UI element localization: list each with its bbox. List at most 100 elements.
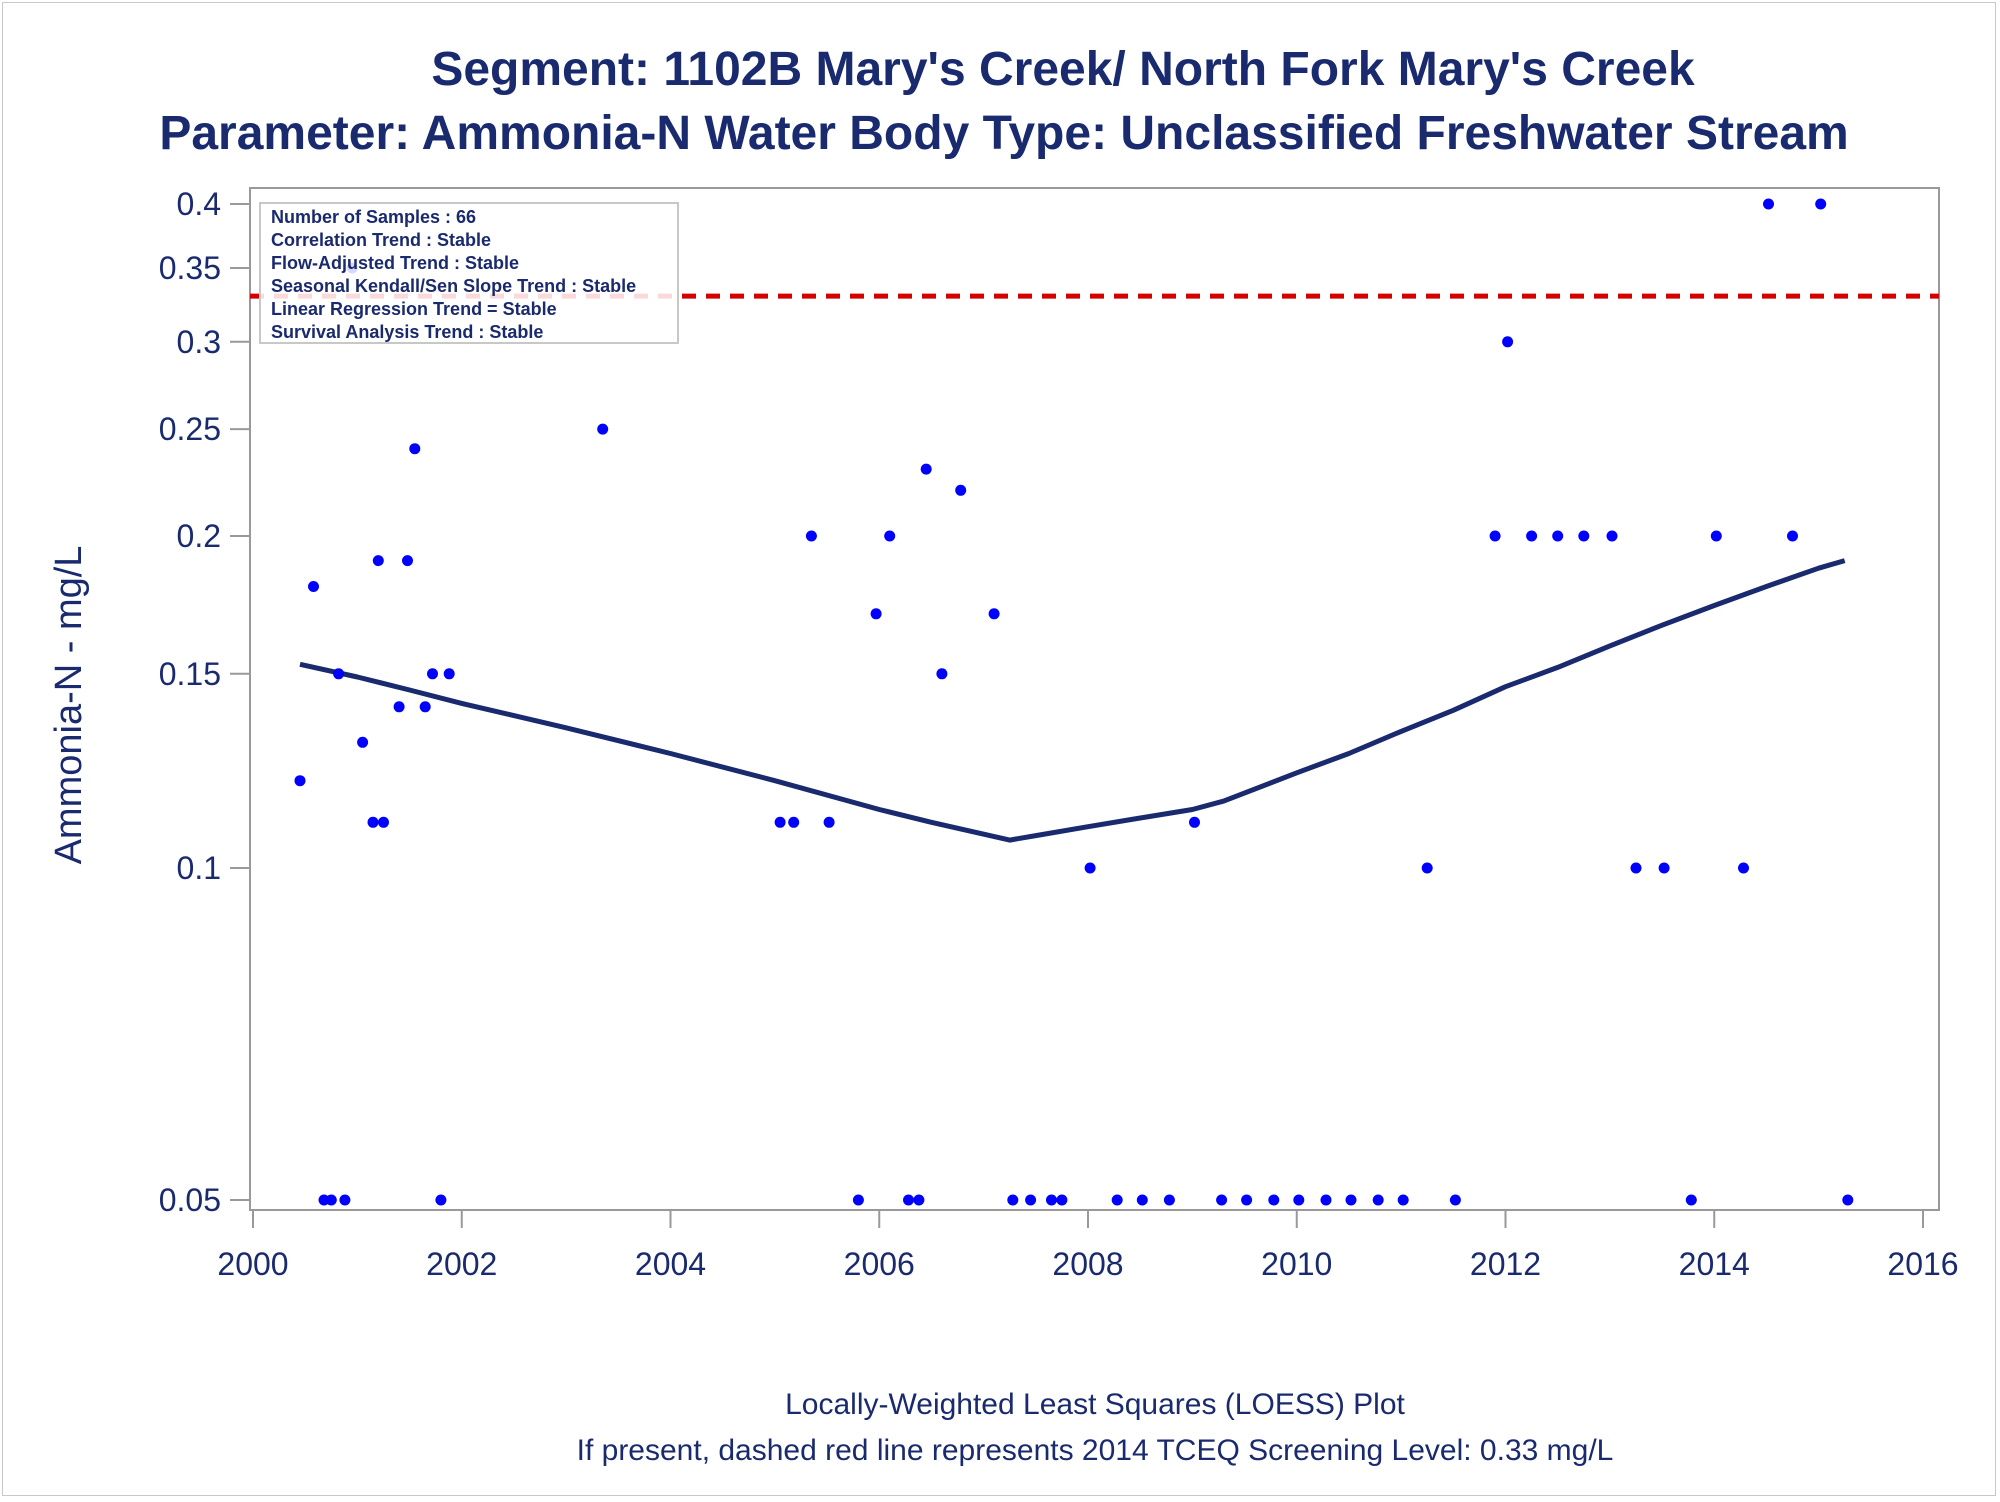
plot-area: [249, 187, 1940, 1211]
footnote-loess: Locally-Weighted Least Squares (LOESS) P…: [785, 1388, 1405, 1421]
y-tick-label: 0.05: [159, 1182, 221, 1218]
data-point: [372, 555, 384, 567]
data-point: [1293, 1194, 1305, 1206]
y-tick-label: 0.4: [177, 186, 221, 222]
footnote-screening: If present, dashed red line represents 2…: [577, 1434, 1614, 1467]
data-point: [1552, 530, 1564, 542]
chart-title: Segment: 1102B Mary's Creek/ North Fork …: [431, 43, 1695, 96]
y-tick-label: 0.35: [159, 250, 221, 286]
data-point: [988, 608, 1000, 620]
data-point: [1489, 530, 1501, 542]
data-point: [1111, 1194, 1123, 1206]
y-tick-label: 0.2: [177, 518, 221, 554]
data-point: [597, 423, 609, 435]
data-point: [1763, 198, 1774, 210]
data-point: [367, 816, 379, 828]
data-point: [870, 608, 882, 620]
y-tick-label: 0.15: [159, 656, 221, 692]
data-point: [435, 1194, 447, 1206]
data-point: [427, 668, 438, 680]
stat-samples: Number of Samples : 66: [271, 207, 476, 227]
stat-linear-regression: Linear Regression Trend = Stable: [271, 299, 557, 319]
data-point: [1815, 198, 1827, 210]
chart-svg: Segment: 1102B Mary's Creek/ North Fork …: [48, 43, 1959, 1467]
data-point: [1189, 816, 1200, 828]
data-points: [294, 198, 1854, 1206]
data-point: [409, 443, 421, 455]
data-point: [1658, 862, 1670, 874]
data-point: [339, 1194, 351, 1206]
y-axis-ticks: 0.05 0.1 0.15 0.2 0.25 0.3 0.35 0.4: [159, 186, 250, 1218]
chart-subtitle: Parameter: Ammonia-N Water Body Type: Un…: [159, 107, 1848, 160]
data-point: [1084, 862, 1096, 874]
stat-correlation: Correlation Trend : Stable: [271, 230, 491, 250]
data-point: [1345, 1194, 1357, 1206]
data-point: [402, 555, 413, 567]
data-point: [1046, 1194, 1057, 1206]
x-tick-label: 2000: [217, 1246, 288, 1282]
data-point: [1056, 1194, 1068, 1206]
y-tick-label: 0.3: [177, 324, 221, 360]
x-tick-label: 2010: [1261, 1246, 1332, 1282]
stat-flow-adjusted: Flow-Adjusted Trend : Stable: [271, 253, 519, 273]
data-point: [1578, 530, 1590, 542]
data-point: [1606, 530, 1618, 542]
x-tick-label: 2014: [1679, 1246, 1750, 1282]
data-point: [294, 775, 306, 787]
y-tick-label: 0.1: [177, 850, 221, 886]
data-point: [378, 816, 389, 828]
stats-box-border: [259, 202, 679, 344]
x-axis-ticks: 2000 2002 2004 2006 2008 2010 2012 2014 2016: [217, 1210, 1959, 1282]
data-point: [1372, 1194, 1384, 1206]
data-point: [357, 736, 369, 748]
x-tick-label: 2004: [635, 1246, 706, 1282]
stat-survival-analysis: Survival Analysis Trend : Stable: [271, 322, 543, 342]
data-point: [1007, 1194, 1019, 1206]
data-point: [920, 463, 932, 475]
x-tick-label: 2012: [1470, 1246, 1541, 1282]
data-point: [1449, 1194, 1461, 1206]
loess-curve: [299, 558, 1846, 843]
data-point: [325, 1194, 337, 1206]
data-point: [333, 668, 345, 680]
x-tick-label: 2002: [426, 1246, 497, 1282]
data-point: [852, 1194, 864, 1206]
data-point: [1397, 1194, 1409, 1206]
data-point: [1842, 1194, 1854, 1206]
data-point: [884, 530, 896, 542]
stats-box: Number of Samples : 66 Correlation Trend…: [259, 202, 679, 344]
data-point: [903, 1194, 914, 1206]
data-point: [913, 1194, 925, 1206]
data-point: [1787, 530, 1798, 542]
data-point: [774, 816, 786, 828]
x-tick-label: 2016: [1887, 1246, 1958, 1282]
data-point: [1630, 862, 1642, 874]
data-point: [443, 668, 455, 680]
data-point: [955, 484, 967, 496]
data-point: [1685, 1194, 1697, 1206]
data-point: [1136, 1194, 1148, 1206]
stat-seasonal-kendall: Seasonal Kendall/Sen Slope Trend : Stabl…: [271, 276, 636, 296]
y-axis-label: Ammonia-N - mg/L: [48, 546, 90, 865]
data-point: [1268, 1194, 1280, 1206]
data-point: [788, 816, 800, 828]
data-point: [1025, 1194, 1037, 1206]
data-point: [308, 581, 319, 592]
data-point: [1502, 336, 1514, 348]
data-point: [823, 816, 835, 828]
x-tick-label: 2008: [1052, 1246, 1123, 1282]
data-point: [1738, 862, 1749, 874]
data-point: [1216, 1194, 1228, 1206]
data-point: [1163, 1194, 1175, 1206]
data-point: [1421, 862, 1433, 874]
data-point: [1241, 1194, 1253, 1206]
data-point: [393, 701, 405, 713]
data-point: [1710, 530, 1722, 542]
data-point: [1320, 1194, 1332, 1206]
x-tick-label: 2006: [844, 1246, 915, 1282]
data-point: [1526, 530, 1538, 542]
data-point: [805, 530, 817, 542]
y-tick-label: 0.25: [159, 411, 221, 447]
data-point: [936, 668, 948, 680]
